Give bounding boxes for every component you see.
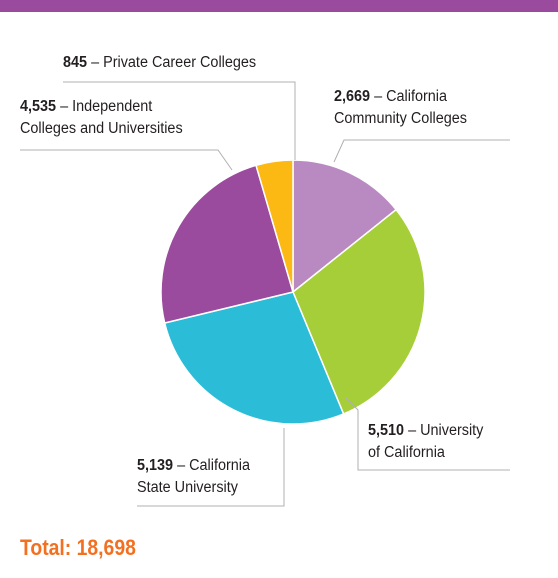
leader-line-community-colleges [333,139,510,163]
leader-line-university-of-california [345,397,510,471]
pie-slice-california-community-colleges [292,159,398,294]
label-independent-colleges: 4,535 – Independent Colleges and Universi… [20,98,183,137]
label-california-state-university: 5,139 – California State University [137,457,251,496]
value-california-community-colleges: 2,669 [334,88,371,105]
label-university-of-california: 5,510 – University of California [368,422,484,461]
value-california-state-university: 5,139 [137,457,174,474]
value-university-of-california: 5,510 [368,422,405,439]
pie-slice-independent-colleges [160,164,294,324]
total-label: Total: 18,698 [20,535,136,560]
label-california-community-colleges: 2,669 – California Community Colleges [334,88,467,127]
value-private-career-colleges: 845 [63,54,88,71]
pie-slice-california-state-university [163,291,345,425]
leader-line-california-state-university [137,428,285,507]
label-private-career-colleges: 845 – Private Career Colleges [63,54,257,71]
pie-slice-university-of-california [292,208,426,415]
value-independent-colleges: 4,535 [20,98,57,115]
leader-line-independent-colleges [20,149,233,171]
pie-slice-private-career-colleges [255,159,294,293]
leader-line-private-career-colleges [63,81,296,160]
header-color-bar [0,0,558,12]
